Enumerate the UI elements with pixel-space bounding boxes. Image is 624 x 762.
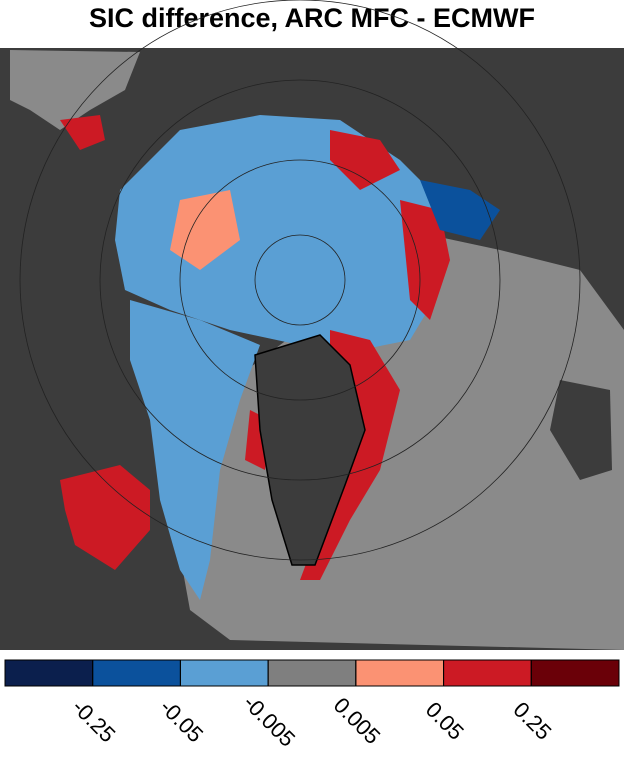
colorbar-tick-label: -0.05: [155, 694, 208, 747]
colorbar-tick-label: 0.005: [329, 693, 386, 750]
colorbar-bin: [92, 659, 181, 687]
colorbar-bin: [355, 659, 445, 687]
difference-patch: [60, 465, 150, 570]
ocean: [10, 50, 140, 130]
map: [0, 0, 624, 650]
land: [550, 380, 612, 480]
difference-patch: [170, 190, 240, 270]
colorbar-bin: [443, 659, 532, 687]
difference-patch: [60, 115, 105, 150]
latitude-circle: [19, 0, 581, 561]
colorbar: -0.25 -0.05 -0.005 0.005 0.05 0.25: [4, 659, 620, 752]
colorbar-bin: [267, 659, 357, 687]
latitude-circle: [179, 159, 421, 401]
colorbar-tick-label: 0.25: [508, 697, 556, 745]
latitude-circle: [254, 234, 346, 326]
colorbar-bin: [530, 659, 620, 687]
colorbar-tick-label: -0.25: [67, 694, 120, 747]
colorbar-bin: [179, 659, 269, 687]
colorbar-tick-label: -0.005: [238, 690, 300, 752]
latitude-circle: [99, 79, 501, 481]
colorbar-tick-label: 0.05: [421, 697, 469, 745]
difference-patch: [400, 200, 450, 320]
colorbar-bin: [4, 659, 94, 687]
difference-patch: [330, 130, 400, 190]
greenland: [254, 334, 366, 566]
difference-patch: [420, 180, 500, 240]
ocean: [170, 235, 624, 650]
map-title: SIC difference, ARC MFC - ECMWF: [89, 3, 535, 33]
